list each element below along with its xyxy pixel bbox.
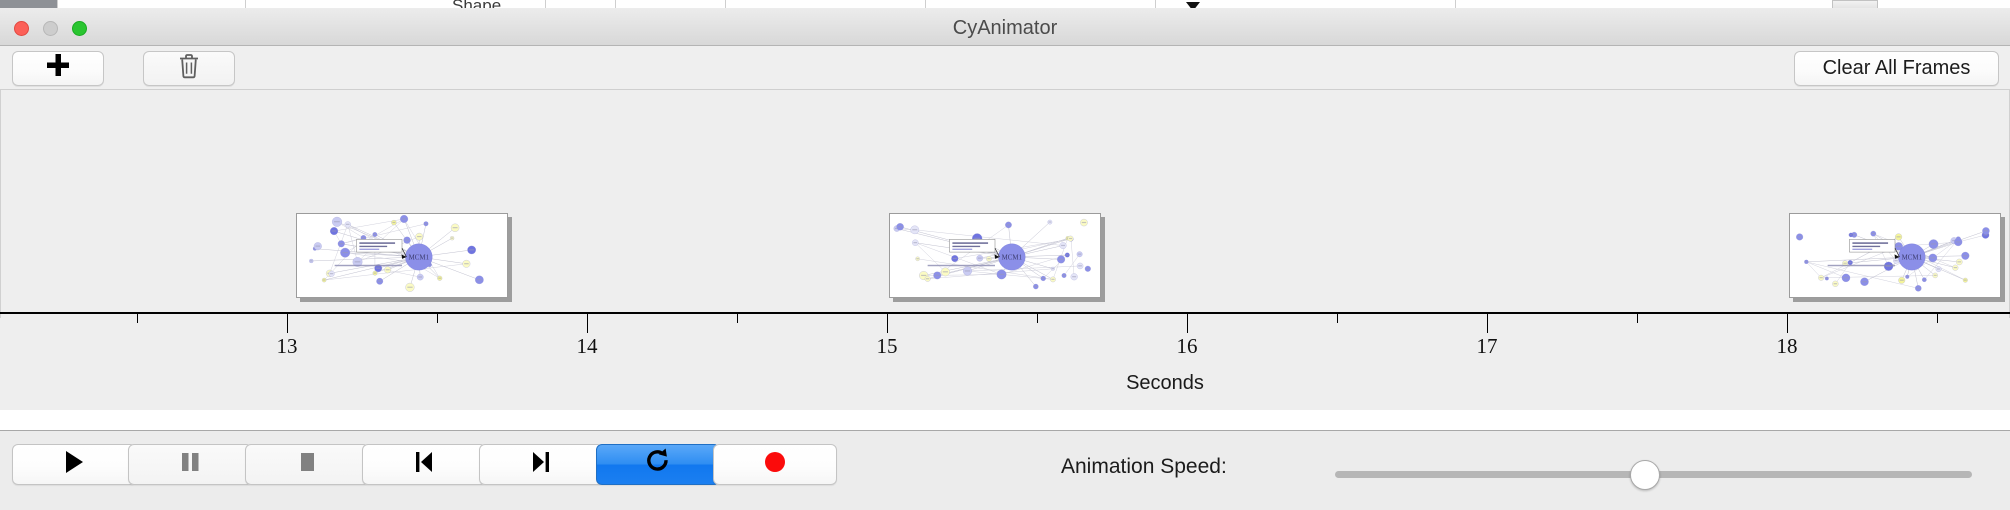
ruler-tick-major xyxy=(887,314,888,333)
record-button[interactable] xyxy=(713,444,837,485)
pause-button[interactable] xyxy=(128,444,252,485)
timeline-frame[interactable]: MCM1 xyxy=(1789,213,2001,298)
ruler-tick-label: 17 xyxy=(1476,334,1498,358)
ruler-tick-minor xyxy=(737,314,738,323)
play-icon xyxy=(59,448,89,481)
ruler-tick-label: 13 xyxy=(276,334,298,358)
delete-frame-button[interactable] xyxy=(143,51,235,86)
loop-button[interactable] xyxy=(596,444,720,485)
axis-title: Seconds xyxy=(1126,372,1204,394)
record-icon xyxy=(762,449,788,480)
plus-icon xyxy=(45,52,71,84)
bg-caret-icon xyxy=(1186,2,1200,11)
add-frame-button[interactable] xyxy=(12,51,104,86)
ruler-tick-label: 16 xyxy=(1176,334,1198,358)
ruler-baseline xyxy=(0,312,2010,314)
clear-all-frames-label: Clear All Frames xyxy=(1822,57,1971,79)
ruler-tick-minor xyxy=(1637,314,1638,323)
ruler-tick-major xyxy=(1787,314,1788,333)
ruler-tick-major xyxy=(1187,314,1188,333)
play-button[interactable] xyxy=(12,444,136,485)
ruler-tick-label: 15 xyxy=(876,334,898,358)
skip-back-icon xyxy=(409,448,439,481)
svg-text:MCM1: MCM1 xyxy=(1902,255,1923,262)
pause-icon xyxy=(176,448,204,481)
transport-bar: Animation Speed: xyxy=(0,430,2010,510)
trash-icon xyxy=(178,53,200,85)
ruler-tick-major xyxy=(587,314,588,333)
skip-to-start-button[interactable] xyxy=(362,444,486,485)
skip-to-end-button[interactable] xyxy=(479,444,603,485)
stop-button[interactable] xyxy=(245,444,369,485)
ruler-tick-minor xyxy=(1937,314,1938,323)
minimize-button[interactable] xyxy=(43,21,58,36)
animation-speed-slider-thumb[interactable] xyxy=(1630,460,1660,490)
frames-track[interactable]: MCM1 MCM1 MCM1 xyxy=(0,90,2010,318)
ruler-tick-minor xyxy=(1037,314,1038,323)
window-title: CyAnimator xyxy=(952,17,1058,39)
ruler-tick-label: 14 xyxy=(576,334,598,358)
timeline-frame[interactable]: MCM1 xyxy=(296,213,508,298)
ruler-tick-minor xyxy=(437,314,438,323)
time-ruler: 2131415161718 xyxy=(0,312,2010,368)
zoom-button[interactable] xyxy=(72,21,87,36)
ruler-tick-minor xyxy=(1337,314,1338,323)
toolbar: Clear All Frames xyxy=(0,46,2010,90)
timeline-frame[interactable]: MCM1 xyxy=(889,213,1101,298)
clear-all-frames-button[interactable]: Clear All Frames xyxy=(1794,51,1999,86)
close-button[interactable] xyxy=(14,21,29,36)
timeline-panel[interactable]: MCM1 MCM1 MCM1 xyxy=(0,90,2010,510)
loop-icon xyxy=(643,447,673,482)
stop-icon xyxy=(293,448,321,481)
ruler-tick-major xyxy=(1487,314,1488,333)
svg-text:MCM1: MCM1 xyxy=(409,255,430,262)
title-bar: CyAnimator xyxy=(0,8,2010,46)
ruler-tick-major xyxy=(287,314,288,333)
animation-speed-label: Animation Speed: xyxy=(1061,455,1227,478)
svg-text:MCM1: MCM1 xyxy=(1002,255,1023,262)
ruler-tick-label: 18 xyxy=(1776,334,1798,358)
ruler-tick-minor xyxy=(137,314,138,323)
skip-forward-icon xyxy=(526,448,556,481)
